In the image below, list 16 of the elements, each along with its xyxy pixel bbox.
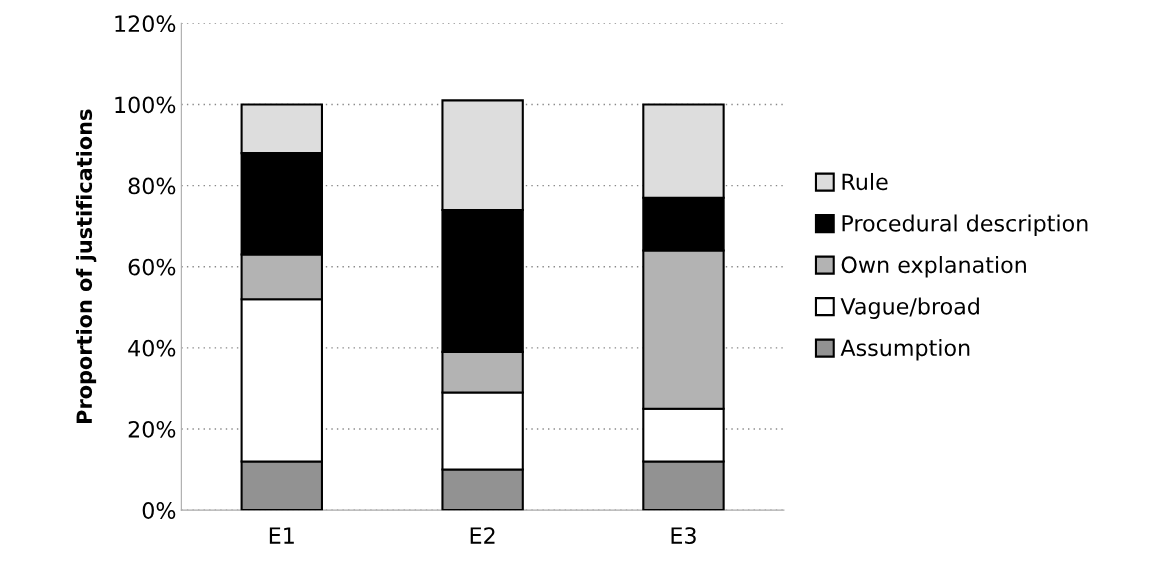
y-tick-label: 40% [128, 339, 176, 357]
x-tick-label: E2 [470, 527, 495, 544]
y-tick-label: 80% [128, 177, 176, 195]
legend-label: Vague/broad [840, 297, 979, 319]
y-tick-label: 0% [142, 502, 176, 519]
y-tick-label: 60% [128, 258, 176, 276]
x-tick-label: E1 [269, 527, 294, 544]
legend-label: Assumption [840, 338, 970, 361]
legend-label: Rule [842, 172, 888, 191]
y-tick-label: 100% [115, 96, 176, 114]
y-tick-label: 120% [115, 15, 176, 33]
legend-label: Own explanation [841, 255, 1026, 278]
legend-label: Procedural description [842, 214, 1088, 236]
x-tick-label: E3 [671, 527, 696, 544]
y-tick-label: 20% [128, 420, 176, 438]
y-axis-title: Proportion of justifications [75, 109, 97, 423]
